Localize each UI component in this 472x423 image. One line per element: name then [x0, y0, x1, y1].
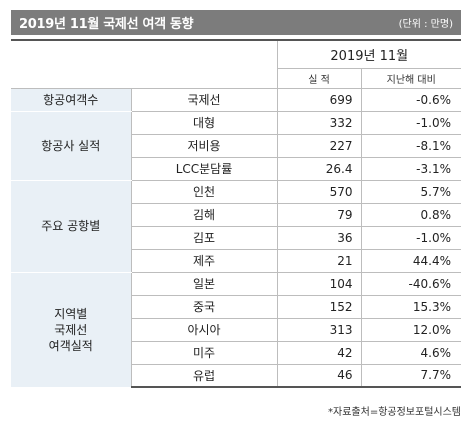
header-row-month: 2019년 11월: [11, 39, 461, 89]
group-label-line: 여객실적: [48, 338, 93, 353]
category-cell: 중국: [131, 295, 277, 319]
yoy-cell: -40.6%: [360, 272, 461, 296]
yoy-cell: 7.7%: [360, 364, 461, 388]
yoy-cell: -1.0%: [360, 111, 461, 135]
yoy-cell: -8.1%: [360, 134, 461, 158]
category-cell: 저비용: [131, 134, 277, 158]
group-label-line: 국제선: [54, 322, 88, 337]
yoy-cell: 0.8%: [360, 203, 461, 227]
group-label: 항공여객수: [11, 88, 132, 112]
source-note: *자료출처=항공정보포털시스템: [328, 407, 461, 418]
header-yoy: 지난해 대비: [360, 68, 461, 89]
category-cell: 대형: [131, 111, 277, 135]
header-row-sub: 실 적 지난해 대비: [11, 68, 461, 89]
header-month: 2019년 11월: [276, 39, 461, 69]
yoy-cell: 4.6%: [360, 341, 461, 365]
table-row: 김포 36 -1.0%: [11, 226, 461, 250]
value-cell: 104: [276, 272, 361, 296]
value-cell: 313: [276, 318, 361, 342]
yoy-cell: 44.4%: [360, 249, 461, 273]
category-cell: 국제선: [131, 88, 277, 112]
category-cell: 인천: [131, 180, 277, 204]
table-row: 아시아 313 12.0%: [11, 318, 461, 342]
header-value: 실 적: [276, 68, 361, 89]
value-cell: 152: [276, 295, 361, 319]
unit-label: (단위 : 만명): [398, 19, 453, 30]
yoy-cell: 15.3%: [360, 295, 461, 319]
table-row: 미주 42 4.6%: [11, 341, 461, 365]
yoy-cell: -0.6%: [360, 88, 461, 112]
table-row: 지역별 국제선 여객실적 일본 104 -40.6%: [11, 272, 461, 388]
group-label-line: 지역별: [54, 306, 88, 321]
table-title-bar: 2019년 11월 국제선 여객 동향 (단위 : 만명): [11, 10, 461, 35]
table-row: 주요 공항별 인천 570 5.7%: [11, 180, 461, 273]
category-cell: 김해: [131, 203, 277, 227]
group-label: 주요 공항별: [11, 180, 132, 273]
yoy-cell: -1.0%: [360, 226, 461, 250]
table-row: 김해 79 0.8%: [11, 203, 461, 227]
group-label-line: 주요 공항별: [41, 219, 101, 233]
table-row: 중국 152 15.3%: [11, 295, 461, 319]
value-cell: 570: [276, 180, 361, 204]
group-label-line: 항공여객수: [43, 92, 99, 107]
category-cell: 미주: [131, 341, 277, 365]
yoy-cell: -3.1%: [360, 157, 461, 181]
value-cell: 26.4: [276, 157, 361, 181]
value-cell: 332: [276, 111, 361, 135]
table-row: 항공여객수 국제선 699 -0.6%: [11, 88, 461, 112]
yoy-cell: 12.0%: [360, 318, 461, 342]
category-cell: 제주: [131, 249, 277, 273]
table-row: 제주 21 44.4%: [11, 249, 461, 273]
header-blank-cell: [11, 39, 277, 89]
value-cell: 42: [276, 341, 361, 365]
table-row: 저비용 227 -8.1%: [11, 134, 461, 158]
value-cell: 46: [276, 364, 361, 388]
category-cell: 일본: [131, 272, 277, 296]
category-cell: 김포: [131, 226, 277, 250]
table-row: 유럽 46 7.7%: [11, 364, 461, 388]
yoy-cell: 5.7%: [360, 180, 461, 204]
category-cell: 유럽: [131, 364, 277, 388]
table-row: LCC분담률 26.4 -3.1%: [11, 157, 461, 181]
value-cell: 36: [276, 226, 361, 250]
group-label: 항공사 실적: [11, 111, 132, 181]
value-cell: 21: [276, 249, 361, 273]
group-label: 지역별 국제선 여객실적: [11, 272, 132, 388]
value-cell: 227: [276, 134, 361, 158]
table-row: 항공사 실적 대형 332 -1.0%: [11, 111, 461, 181]
passenger-stats-table: 2019년 11월 실 적 지난해 대비 항공여객수 국제선 699 -0.6% 항공사…: [11, 39, 461, 388]
table-body: 항공여객수 국제선 699 -0.6% 항공사 실적 대형 332 -1.0% 저비용 227 -8…: [11, 88, 461, 388]
table-title: 2019년 11월 국제선 여객 동향: [19, 17, 194, 32]
value-cell: 79: [276, 203, 361, 227]
value-cell: 699: [276, 88, 361, 112]
category-cell: LCC분담률: [131, 157, 277, 181]
group-label-line: 항공사 실적: [41, 138, 101, 153]
category-cell: 아시아: [131, 318, 277, 342]
